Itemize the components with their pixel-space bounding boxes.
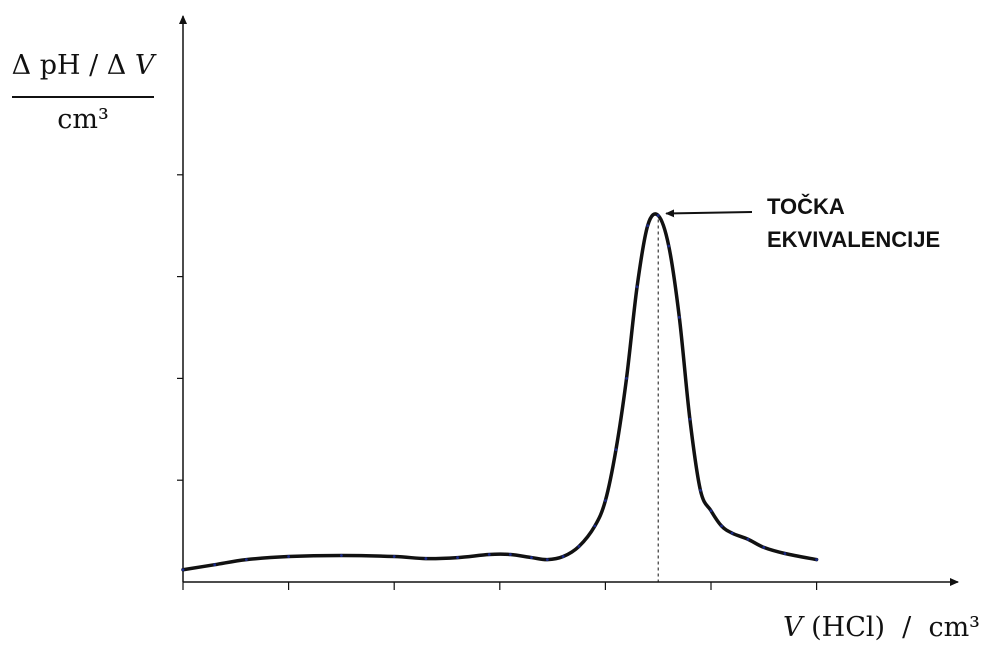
data-point bbox=[424, 557, 428, 560]
data-point bbox=[646, 224, 650, 228]
axis-ticks bbox=[177, 174, 818, 590]
data-point bbox=[392, 555, 396, 558]
data-point bbox=[244, 558, 248, 562]
data-point bbox=[614, 448, 618, 452]
data-point bbox=[730, 531, 734, 535]
data-point bbox=[815, 558, 818, 562]
data-point bbox=[635, 285, 639, 289]
data-point bbox=[487, 553, 491, 556]
data-point bbox=[625, 377, 628, 380]
data-point bbox=[709, 509, 713, 513]
data-point bbox=[456, 556, 459, 559]
annotation-arrow bbox=[665, 209, 753, 218]
data-point bbox=[508, 553, 512, 556]
series-points bbox=[181, 214, 818, 572]
data-point bbox=[677, 315, 681, 319]
data-point bbox=[783, 552, 787, 555]
data-point bbox=[699, 488, 702, 492]
data-point bbox=[287, 555, 290, 558]
data-point bbox=[604, 499, 607, 502]
data-point bbox=[545, 558, 549, 562]
equivalence-point-annotation: TOČKA EKVIVALENCIJE bbox=[767, 190, 940, 256]
x-axis-label: V (HCl) / cm³ bbox=[783, 612, 980, 643]
annotation-line-1: TOČKA bbox=[767, 194, 845, 219]
y-axis-label-numerator: Δ pH / Δ V bbox=[11, 50, 155, 81]
annotation-line-2: EKVIVALENCIJE bbox=[767, 227, 941, 252]
data-point bbox=[340, 554, 343, 557]
data-point bbox=[213, 563, 217, 567]
y-axis-label-fraction-bar bbox=[12, 96, 154, 98]
data-point bbox=[561, 555, 565, 558]
data-point bbox=[746, 537, 750, 541]
data-point bbox=[181, 568, 185, 572]
data-point bbox=[656, 214, 660, 217]
data-point bbox=[762, 545, 766, 549]
data-point bbox=[593, 524, 597, 528]
data-point bbox=[530, 556, 533, 559]
data-point bbox=[688, 417, 692, 421]
data-point bbox=[720, 524, 723, 528]
y-axis-label-denominator: cm³ bbox=[57, 104, 109, 135]
series-line bbox=[181, 212, 819, 572]
data-point bbox=[667, 244, 671, 248]
data-point bbox=[577, 544, 581, 548]
